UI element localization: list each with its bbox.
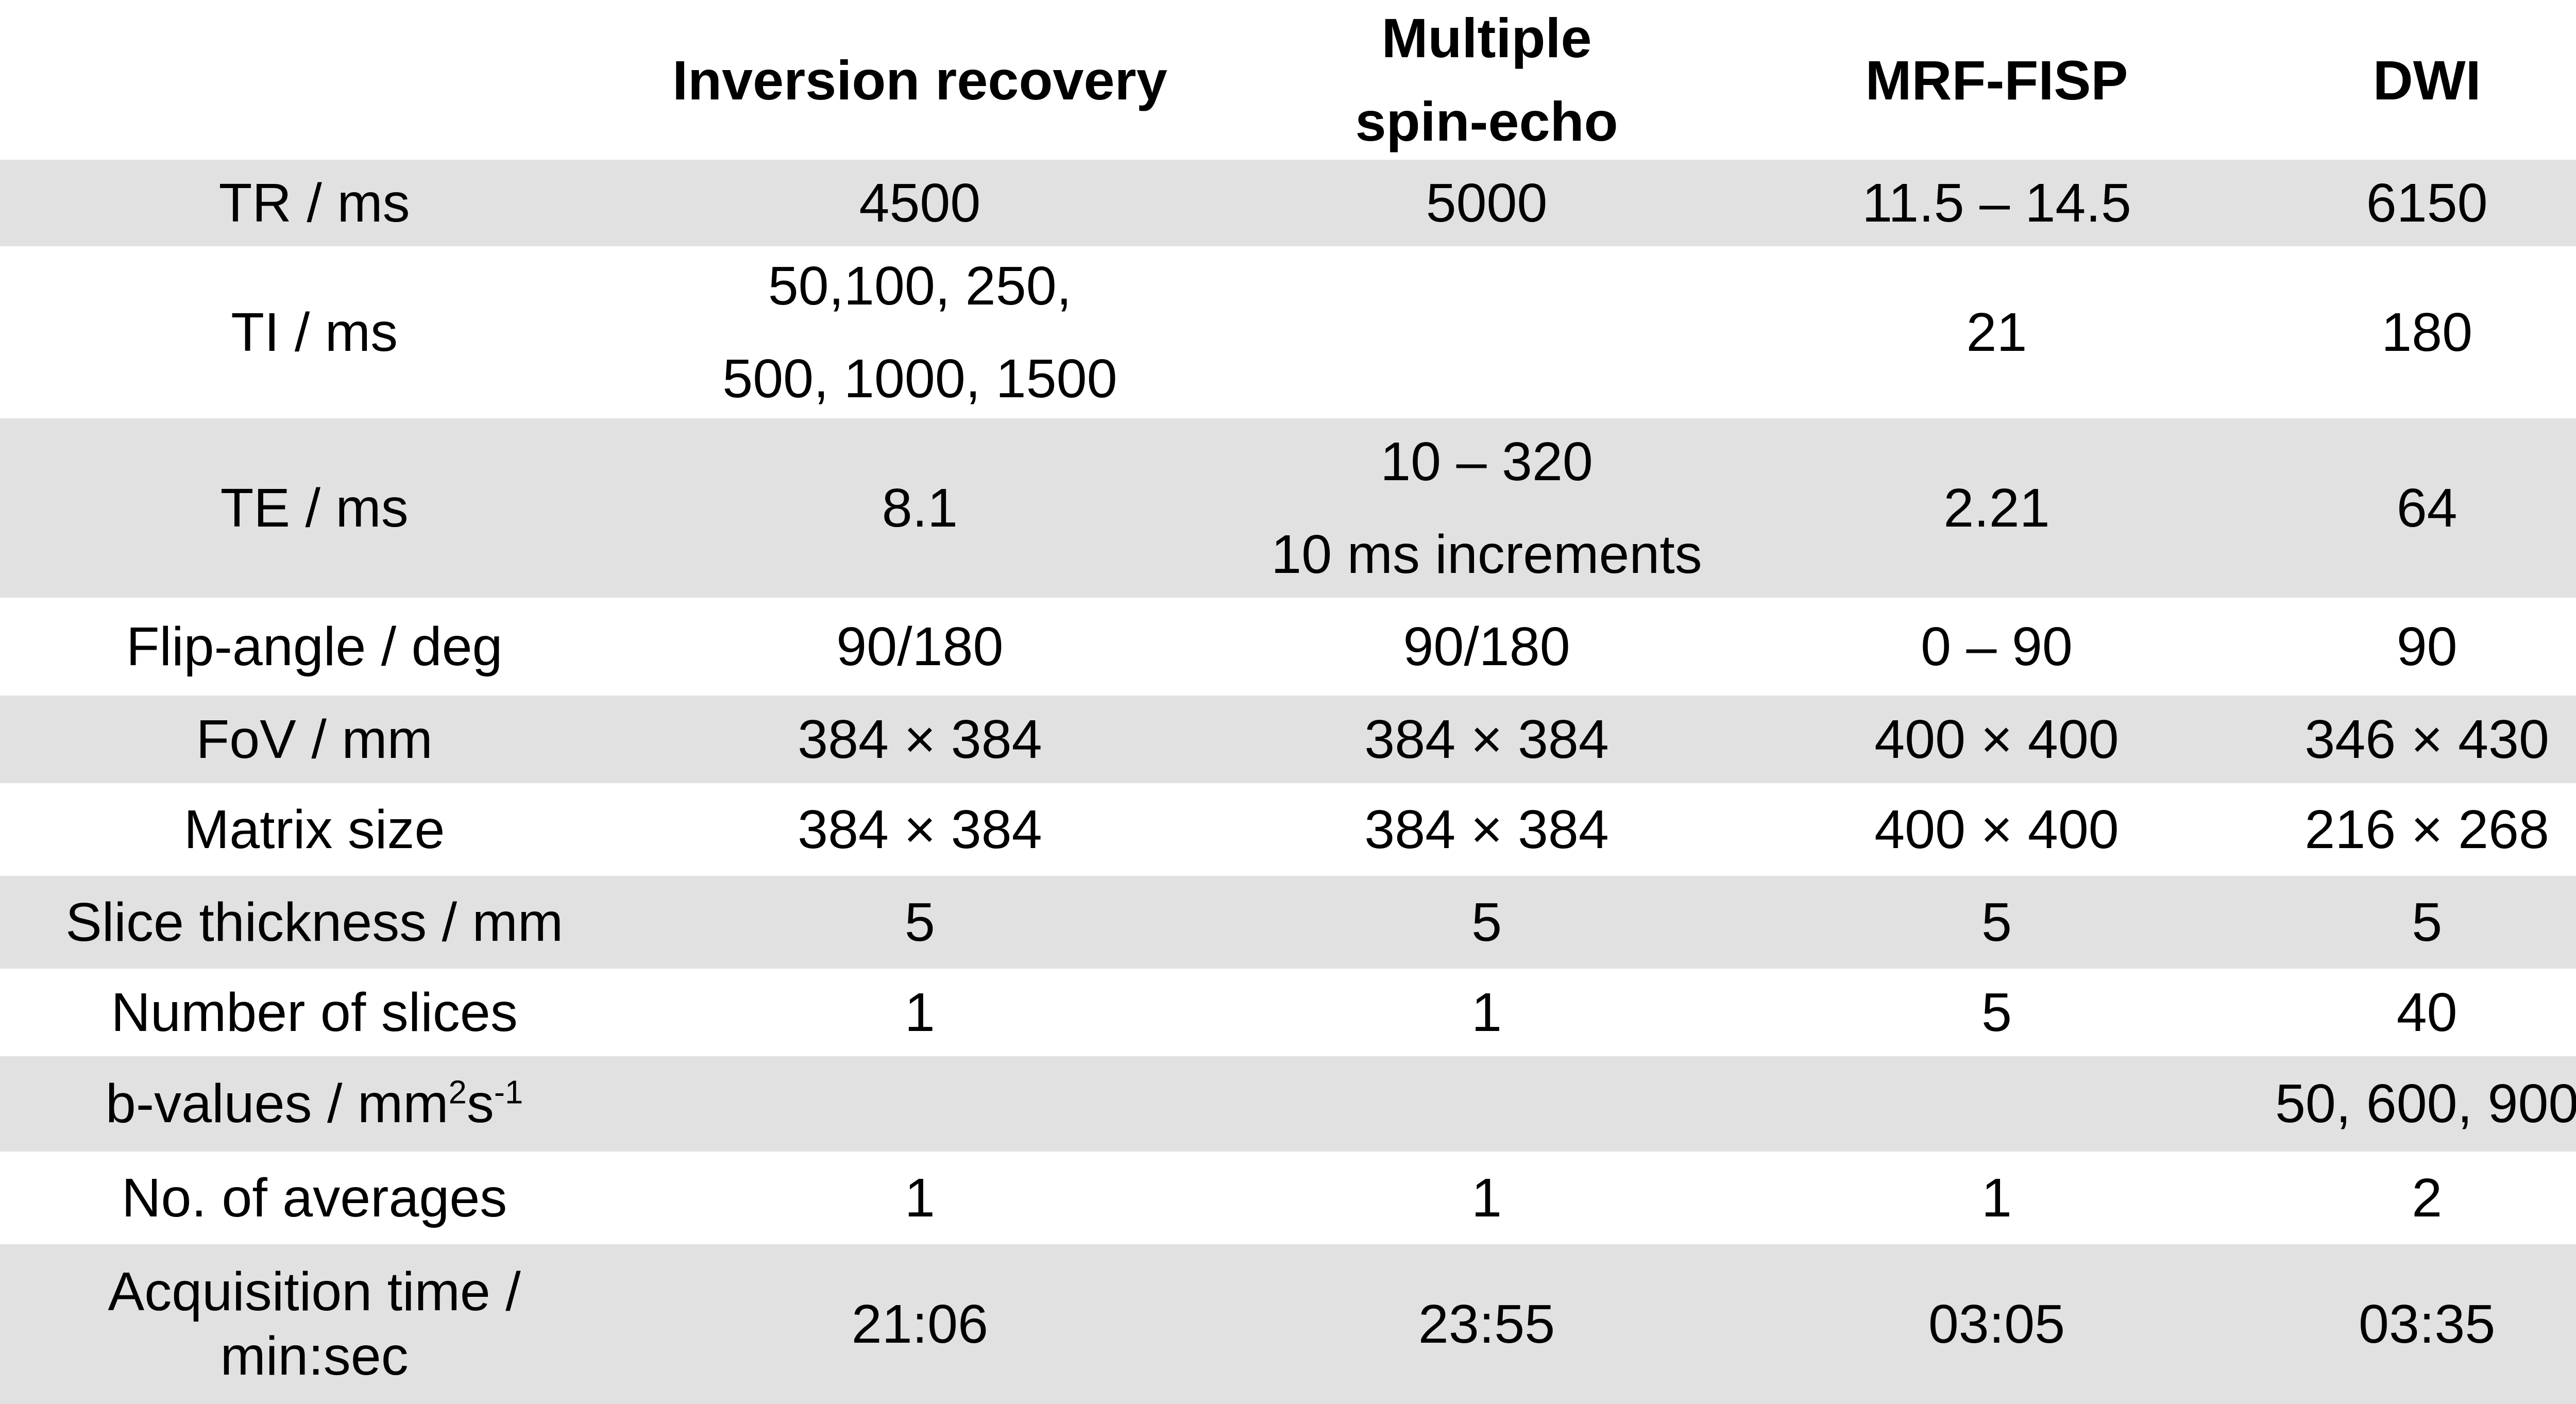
b-values-label: b-values / mm2s-1 xyxy=(105,1073,523,1135)
cell-ti-mrf-fisp: 21 xyxy=(1762,246,2231,418)
row-label-flip-angle: Flip-angle / deg xyxy=(0,598,629,696)
cell-fov-multiple-spin-echo: 384 × 384 xyxy=(1211,696,1762,783)
cell-flip-mrf-fisp: 0 – 90 xyxy=(1762,598,2231,696)
cell-te-mse-lines: 10 – 320 10 ms increments xyxy=(1271,415,1702,601)
cell-tr-dwi: 6150 xyxy=(2231,160,2576,246)
cell-averages-inversion-recovery: 1 xyxy=(629,1152,1211,1244)
header-dwi: DWI xyxy=(2231,0,2576,160)
cell-ti-multiple-spin-echo xyxy=(1211,246,1762,418)
cell-fov-dwi: 346 × 430 xyxy=(2231,696,2576,783)
row-label-no-of-averages: No. of averages xyxy=(0,1152,629,1244)
cell-acq-mrf-fisp: 03:05 xyxy=(1762,1244,2231,1404)
row-label-fov: FoV / mm xyxy=(0,696,629,783)
cell-te-dwi: 64 xyxy=(2231,418,2576,598)
cell-nslices-inversion-recovery: 1 xyxy=(629,969,1211,1056)
cell-fov-mrf-fisp: 400 × 400 xyxy=(1762,696,2231,783)
cell-nslices-dwi: 40 xyxy=(2231,969,2576,1056)
header-empty xyxy=(0,0,629,160)
row-label-matrix-size: Matrix size xyxy=(0,783,629,876)
cell-te-mse-line1: 10 – 320 xyxy=(1380,431,1593,492)
header-multiple-line1: Multiple xyxy=(1381,7,1592,69)
cell-bvalues-dwi: 50, 600, 900 xyxy=(2231,1056,2576,1152)
cell-flip-inversion-recovery: 90/180 xyxy=(629,598,1211,696)
header-mrf-fisp: MRF-FISP xyxy=(1762,0,2231,160)
cell-te-multiple-spin-echo: 10 – 320 10 ms increments xyxy=(1211,418,1762,598)
cell-bvalues-inversion-recovery xyxy=(629,1056,1211,1152)
cell-matrix-multiple-spin-echo: 384 × 384 xyxy=(1211,783,1762,876)
cell-te-mse-line2: 10 ms increments xyxy=(1271,524,1702,585)
cell-matrix-dwi: 216 × 268 xyxy=(2231,783,2576,876)
cell-ti-ir-lines: 50,100, 250, 500, 1000, 1500 xyxy=(722,240,1117,425)
cell-tr-inversion-recovery: 4500 xyxy=(629,160,1211,246)
row-label-number-of-slices: Number of slices xyxy=(0,969,629,1056)
cell-te-inversion-recovery: 8.1 xyxy=(629,418,1211,598)
row-label-slice-thickness: Slice thickness / mm xyxy=(0,876,629,969)
cell-tr-mrf-fisp: 11.5 – 14.5 xyxy=(1762,160,2231,246)
cell-fov-inversion-recovery: 384 × 384 xyxy=(629,696,1211,783)
cell-acq-dwi: 03:35 xyxy=(2231,1244,2576,1404)
cell-slice-dwi: 5 xyxy=(2231,876,2576,969)
cell-slice-mrf-fisp: 5 xyxy=(1762,876,2231,969)
cell-ti-ir-line2: 500, 1000, 1500 xyxy=(722,348,1117,409)
cell-flip-multiple-spin-echo: 90/180 xyxy=(1211,598,1762,696)
row-label-tr: TR / ms xyxy=(0,160,629,246)
cell-matrix-inversion-recovery: 384 × 384 xyxy=(629,783,1211,876)
header-inversion-recovery: Inversion recovery xyxy=(629,0,1211,160)
cell-acq-multiple-spin-echo: 23:55 xyxy=(1211,1244,1762,1404)
cell-slice-multiple-spin-echo: 5 xyxy=(1211,876,1762,969)
cell-tr-multiple-spin-echo: 5000 xyxy=(1211,160,1762,246)
b-values-sup-2: 2 xyxy=(448,1074,467,1111)
row-label-te: TE / ms xyxy=(0,418,629,598)
header-multiple-spin-echo: Multiple spin-echo xyxy=(1211,0,1762,160)
cell-flip-dwi: 90 xyxy=(2231,598,2576,696)
cell-ti-dwi: 180 xyxy=(2231,246,2576,418)
row-label-acquisition-time: Acquisition time / min:sec xyxy=(0,1244,629,1404)
acquisition-time-label-line2: min:sec xyxy=(220,1326,409,1386)
cell-averages-multiple-spin-echo: 1 xyxy=(1211,1152,1762,1244)
cell-averages-dwi: 2 xyxy=(2231,1152,2576,1244)
cell-bvalues-mrf-fisp xyxy=(1762,1056,2231,1152)
row-label-b-values: b-values / mm2s-1 xyxy=(0,1056,629,1152)
cell-matrix-mrf-fisp: 400 × 400 xyxy=(1762,783,2231,876)
cell-ti-inversion-recovery: 50,100, 250, 500, 1000, 1500 xyxy=(629,246,1211,418)
cell-slice-inversion-recovery: 5 xyxy=(629,876,1211,969)
cell-nslices-multiple-spin-echo: 1 xyxy=(1211,969,1762,1056)
header-multiple-spin-echo-lines: Multiple spin-echo xyxy=(1355,0,1618,163)
row-label-ti: TI / ms xyxy=(0,246,629,418)
cell-te-mrf-fisp: 2.21 xyxy=(1762,418,2231,598)
cell-averages-mrf-fisp: 1 xyxy=(1762,1152,2231,1244)
acquisition-time-label-lines: Acquisition time / min:sec xyxy=(108,1260,521,1389)
cell-nslices-mrf-fisp: 5 xyxy=(1762,969,2231,1056)
cell-bvalues-multiple-spin-echo xyxy=(1211,1056,1762,1152)
cell-ti-ir-line1: 50,100, 250, xyxy=(768,255,1072,316)
acquisition-time-label-line1: Acquisition time / xyxy=(108,1261,521,1322)
header-multiple-line2: spin-echo xyxy=(1355,90,1618,153)
b-values-sup-minus1: -1 xyxy=(494,1074,523,1111)
cell-acq-inversion-recovery: 21:06 xyxy=(629,1244,1211,1404)
